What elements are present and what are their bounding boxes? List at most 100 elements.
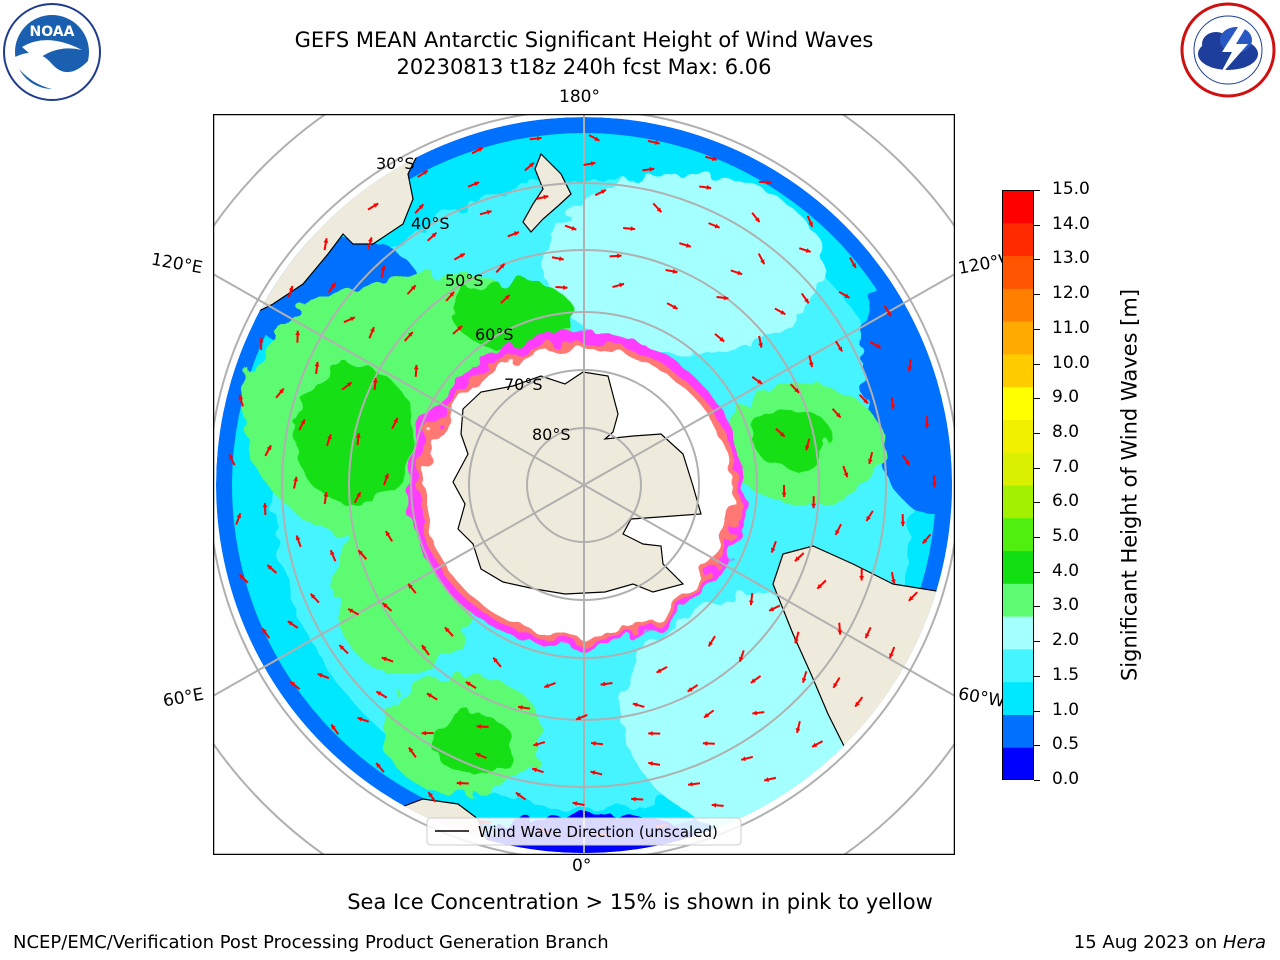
wave-arrow-head <box>385 531 391 537</box>
wave-arrow-head <box>843 472 849 478</box>
wave-arrow-head <box>706 185 712 190</box>
colorbar-tick-label: 1.5 <box>1052 664 1080 685</box>
colorbar-segment <box>1002 255 1034 289</box>
wave-arrow-head <box>422 170 428 175</box>
colorbar-tick-label: 8.0 <box>1052 421 1080 442</box>
wave-arrow-head <box>346 382 352 387</box>
wave-arrow-head <box>794 556 800 562</box>
wave-arrow-head <box>808 362 814 368</box>
lon-label-60e: 60°E <box>161 684 206 712</box>
wave-arrow-head <box>805 445 810 451</box>
wave-arrow-head <box>431 232 437 238</box>
wave-arrow-head <box>410 285 416 291</box>
wave-arrow-head <box>600 189 606 195</box>
wave-arrow-head <box>591 741 596 746</box>
map-legend: Wind Wave Direction (unscaled) <box>426 817 742 846</box>
wave-arrow-head <box>476 724 482 729</box>
wave-arrow-head <box>590 770 596 775</box>
wave-arrow-head <box>758 342 763 348</box>
wave-arrow-head <box>239 574 245 580</box>
wave-arrow-head <box>426 693 432 698</box>
colorbar-tick-label: 15.0 <box>1052 179 1090 199</box>
wave-arrow-head <box>293 476 298 482</box>
wave-arrow-head <box>863 398 868 404</box>
wave-arrow-head <box>924 423 930 429</box>
wave-arrow-head <box>474 181 480 187</box>
colorbar-tick-mark <box>1034 432 1040 434</box>
colorbar-tick-label: 5.0 <box>1052 526 1080 547</box>
wave-arrow-head <box>817 583 823 589</box>
wave-arrow-head <box>384 473 389 479</box>
wave-arrow-head <box>632 702 638 708</box>
lon-label-180: 180° <box>559 87 600 107</box>
wave-arrow-head <box>358 550 364 556</box>
wave-arrow-head <box>835 529 840 535</box>
wave-arrow-head <box>428 792 433 798</box>
wave-arrow-head <box>323 238 329 243</box>
wave-arrow-head <box>648 731 653 736</box>
wave-arrow-head <box>922 538 928 544</box>
colorbar-tick-mark <box>1034 675 1040 677</box>
wave-arrow-head <box>576 715 582 721</box>
wave-arrow-head <box>266 445 272 451</box>
colorbar-segment <box>1002 681 1034 715</box>
wave-arrow-head <box>229 454 234 460</box>
wave-arrow-head <box>594 136 600 141</box>
wave-arrow-head <box>904 460 910 466</box>
wave-arrow-head <box>533 741 539 747</box>
wave-arrow-head <box>393 417 398 423</box>
wave-arrow-head <box>769 606 775 611</box>
wave-arrow-head <box>408 332 413 337</box>
wave-arrow-head <box>794 387 800 393</box>
colorbar <box>1002 190 1034 781</box>
colorbar-segment <box>1002 452 1034 486</box>
wave-arrow-head <box>757 379 763 384</box>
colorbar-segment <box>1002 714 1034 748</box>
wave-arrow-head <box>456 780 462 786</box>
chart-title: GEFS MEAN Antarctic Significant Height o… <box>294 28 874 52</box>
wave-arrow-head <box>537 136 542 141</box>
wave-arrow-head <box>859 576 865 581</box>
colorbar-tick-mark <box>1034 537 1040 539</box>
wave-arrow-head <box>704 712 709 718</box>
wave-arrow-head <box>544 683 550 688</box>
wave-arrow-head <box>381 656 387 662</box>
wave-arrow-head <box>262 502 268 508</box>
colorbar-tick-mark <box>1034 328 1040 330</box>
wave-arrow-head <box>687 687 693 692</box>
wave-arrow-head <box>766 180 771 185</box>
colorbar-tick-label: 0.5 <box>1052 734 1080 755</box>
wave-arrow-head <box>908 595 914 601</box>
colorbar-tick-label: 3.0 <box>1052 595 1080 616</box>
wave-arrow-head <box>382 602 388 608</box>
colorbar-tick-mark <box>1034 467 1040 469</box>
wave-arrow-head <box>477 147 483 153</box>
wave-arrow-head <box>349 316 355 322</box>
wave-arrow-head <box>672 269 678 274</box>
colorbar-tick-mark <box>1034 641 1040 643</box>
wave-arrow-head <box>714 223 720 229</box>
colorbar-segment <box>1002 321 1034 355</box>
colorbar-tick-label: 6.0 <box>1052 491 1080 512</box>
wave-arrow-head <box>372 378 378 383</box>
wave-arrow-head <box>794 638 799 644</box>
wave-arrow-head <box>780 310 786 315</box>
wave-arrow-head <box>711 802 717 808</box>
wave-arrow-head <box>760 259 765 265</box>
wave-arrow-head <box>376 763 381 768</box>
wave-arrow-head <box>932 482 937 488</box>
wave-arrow-head <box>619 282 625 288</box>
wave-arrow-head <box>513 231 519 236</box>
wave-arrow-head <box>295 535 301 541</box>
wave-arrow-head <box>373 203 379 208</box>
wave-arrow-head <box>844 293 850 298</box>
colorbar-tick-label: 13.0 <box>1052 248 1090 269</box>
wave-arrow-head <box>459 253 465 258</box>
wave-arrow-head <box>357 716 363 722</box>
wave-arrow-head <box>380 265 386 271</box>
colorbar-segment <box>1002 288 1034 322</box>
lon-label-60w: 60°W <box>956 684 1007 712</box>
wave-arrow-head <box>493 657 498 663</box>
wave-arrow-head <box>295 330 301 336</box>
wave-arrow-head <box>688 781 693 787</box>
